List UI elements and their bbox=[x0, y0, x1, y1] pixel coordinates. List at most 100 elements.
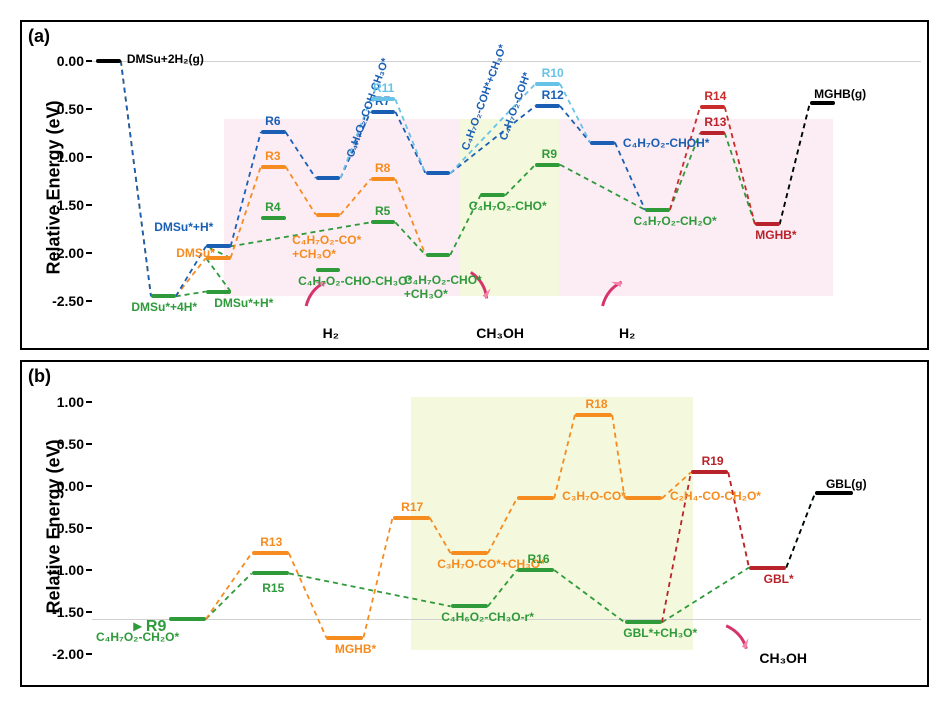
energy-level bbox=[700, 105, 725, 109]
energy-level bbox=[169, 617, 206, 621]
species-label: MGHB* bbox=[755, 228, 796, 242]
species-label: R16 bbox=[528, 552, 550, 566]
species-label: GBL* bbox=[764, 572, 794, 586]
energy-path bbox=[780, 103, 810, 224]
tick-mark bbox=[86, 108, 92, 110]
energy-level bbox=[575, 413, 612, 417]
species-label: R13 bbox=[704, 115, 726, 129]
y-tick-label: -0.50 bbox=[34, 520, 84, 536]
species-label: R4 bbox=[265, 200, 280, 214]
tick-mark bbox=[86, 60, 92, 62]
energy-level bbox=[252, 551, 289, 555]
species-label: DMSu*+4H* bbox=[131, 300, 197, 314]
energy-level bbox=[480, 193, 505, 197]
species-label: R10 bbox=[542, 66, 564, 80]
energy-level bbox=[625, 496, 662, 500]
energy-level bbox=[535, 104, 560, 108]
shade-region bbox=[224, 119, 460, 297]
species-label: R18 bbox=[586, 397, 608, 411]
y-tick-label: 0.50 bbox=[34, 436, 84, 452]
y-tick-label: -0.50 bbox=[34, 101, 84, 117]
energy-level bbox=[316, 213, 341, 217]
energy-level bbox=[535, 82, 560, 86]
energy-level bbox=[645, 208, 670, 212]
energy-level bbox=[252, 571, 289, 575]
energy-path bbox=[615, 143, 645, 210]
species-label: R8 bbox=[375, 161, 390, 175]
species-label: R17 bbox=[401, 500, 423, 514]
energy-level bbox=[451, 604, 488, 608]
energy-level bbox=[451, 551, 488, 555]
tick-mark bbox=[86, 527, 92, 529]
panel-b: (b)Relative Energy (eV)1.000.500.00-0.50… bbox=[20, 360, 929, 687]
curved-arrow bbox=[594, 277, 625, 306]
species-label: R9 bbox=[542, 147, 557, 161]
species-label: C₄H₇O₂-CHO*+CH₃O* bbox=[404, 273, 482, 301]
annotation: CH₃OH bbox=[476, 325, 524, 341]
energy-level bbox=[535, 163, 560, 167]
panel-label: (b) bbox=[28, 366, 51, 387]
tick-mark bbox=[86, 204, 92, 206]
energy-level bbox=[517, 496, 554, 500]
species-label: R6 bbox=[265, 114, 280, 128]
species-label: C₄H₇O₂-COH-CH₃O* bbox=[344, 57, 391, 159]
species-label: C₄H₇O₂-COH* bbox=[498, 71, 534, 142]
species-label: DMSu*+H* bbox=[154, 220, 213, 234]
species-label: C₄H₆O₂-CH₃O-r* bbox=[441, 610, 534, 624]
species-label: R14 bbox=[704, 89, 726, 103]
zero-line bbox=[92, 61, 921, 62]
tick-mark bbox=[86, 569, 92, 571]
species-label: C₄H₇O₂-CHO-CH₃O* bbox=[298, 274, 412, 288]
energy-level bbox=[700, 131, 725, 135]
panel-a: (a)Relative Energy (eV)0.00-0.50-1.00-1.… bbox=[20, 20, 929, 350]
species-label: C₃H₇O-CO* bbox=[562, 489, 626, 503]
annotation: H₂ bbox=[323, 325, 339, 341]
species-label: R3 bbox=[265, 149, 280, 163]
tick-mark bbox=[86, 156, 92, 158]
y-tick-label: -1.50 bbox=[34, 604, 84, 620]
energy-level bbox=[691, 470, 728, 474]
species-label: R19 bbox=[702, 454, 724, 468]
energy-level bbox=[749, 566, 786, 570]
energy-level bbox=[326, 636, 363, 640]
tick-mark bbox=[86, 611, 92, 613]
species-label: C₂H₄-CO-CH₂O* bbox=[670, 489, 761, 503]
y-tick-label: -2.50 bbox=[34, 293, 84, 309]
y-tick-label: -1.00 bbox=[34, 149, 84, 165]
energy-level bbox=[206, 244, 231, 248]
energy-level bbox=[151, 294, 176, 298]
energy-level bbox=[590, 141, 615, 145]
tick-mark bbox=[86, 653, 92, 655]
tick-mark bbox=[86, 443, 92, 445]
energy-level bbox=[371, 177, 396, 181]
tick-mark bbox=[86, 300, 92, 302]
energy-level bbox=[755, 222, 780, 226]
energy-level bbox=[810, 101, 835, 105]
curved-arrow bbox=[726, 619, 752, 651]
species-label: R5 bbox=[375, 204, 390, 218]
energy-level bbox=[517, 568, 554, 572]
species-label: DMSu+2H₂(g) bbox=[127, 52, 204, 66]
species-label: R15 bbox=[262, 581, 284, 595]
y-tick-label: -1.50 bbox=[34, 197, 84, 213]
species-label: R12 bbox=[542, 88, 564, 102]
species-label: DMSu*+H* bbox=[214, 296, 273, 310]
y-tick-label: -1.00 bbox=[34, 562, 84, 578]
annotation: H₂ bbox=[619, 325, 635, 341]
species-label: GBL*+CH₃O* bbox=[623, 626, 697, 640]
energy-level bbox=[96, 59, 121, 63]
energy-level bbox=[426, 253, 451, 257]
panel-label: (a) bbox=[28, 26, 50, 47]
tick-mark bbox=[86, 485, 92, 487]
energy-path bbox=[786, 493, 815, 568]
figure: (a)Relative Energy (eV)0.00-0.50-1.00-1.… bbox=[20, 20, 929, 687]
energy-level bbox=[371, 110, 396, 114]
energy-level bbox=[261, 130, 286, 134]
energy-level bbox=[261, 216, 286, 220]
species-label: C₄H₇O₂-CHOH* bbox=[623, 136, 710, 150]
energy-level bbox=[371, 220, 396, 224]
tick-mark bbox=[86, 401, 92, 403]
species-label: C₄H₇O₂-CH₂O* bbox=[633, 214, 716, 228]
species-label: MGHB* bbox=[335, 642, 376, 656]
species-label: R11 bbox=[373, 81, 394, 95]
